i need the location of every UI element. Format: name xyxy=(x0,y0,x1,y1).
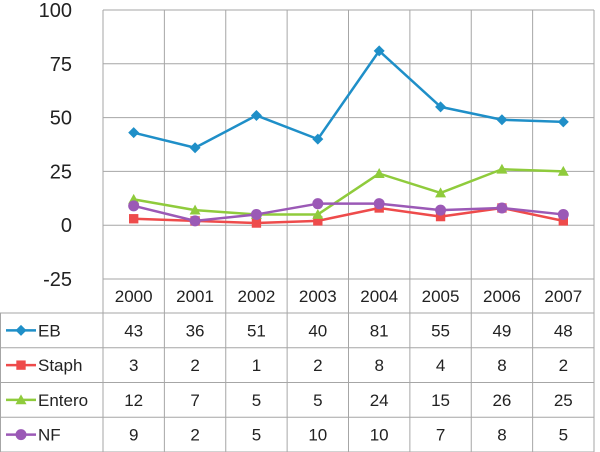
legend-label: Staph xyxy=(38,356,82,375)
data-point-nf xyxy=(250,208,262,220)
series-nf xyxy=(128,198,569,227)
data-point-staph xyxy=(251,218,262,228)
table-value: 5 xyxy=(252,426,261,445)
table-value: 8 xyxy=(497,356,506,375)
data-point-nf xyxy=(128,200,140,212)
data-point-staph xyxy=(435,211,446,222)
y-axis-ticks: 100 75 50 25 0 -25 xyxy=(39,0,72,291)
data-point-nf xyxy=(435,204,447,216)
legend-label: NF xyxy=(38,426,61,445)
data-point-eb xyxy=(189,142,201,154)
table-value: 10 xyxy=(308,426,327,445)
series-eb xyxy=(128,45,569,154)
data-point-eb xyxy=(312,133,324,145)
series-line-entero xyxy=(133,167,564,216)
data-point-entero xyxy=(189,204,201,215)
y-tick-label: 25 xyxy=(50,161,72,183)
table-value: 81 xyxy=(370,321,389,340)
table-value: 1 xyxy=(252,356,261,375)
data-point-nf xyxy=(312,198,324,210)
data-point-eb xyxy=(373,45,385,57)
x-tick-label: 2004 xyxy=(360,287,398,306)
table-value: 5 xyxy=(559,426,568,445)
series-line-nf xyxy=(133,202,564,223)
table-value: 2 xyxy=(190,426,199,445)
data-point-entero xyxy=(557,165,569,176)
table-value: 7 xyxy=(436,426,445,445)
series-layer xyxy=(128,45,569,228)
data-point-eb xyxy=(128,127,140,139)
y-tick-label: 50 xyxy=(50,108,72,130)
y-tick-label: 0 xyxy=(61,215,72,237)
table-value: 25 xyxy=(554,391,573,410)
table-value: 10 xyxy=(370,426,389,445)
data-point-nf xyxy=(496,202,508,214)
data-point-staph xyxy=(313,216,323,226)
table-value: 3 xyxy=(129,356,138,375)
table-value: 2 xyxy=(190,356,199,375)
x-tick-label: 2005 xyxy=(422,287,460,306)
data-point-entero xyxy=(373,168,385,178)
legend-marker-staph xyxy=(16,360,26,370)
table-value: 9 xyxy=(129,426,138,445)
table-value: 8 xyxy=(497,426,506,445)
table-value: 15 xyxy=(431,391,450,410)
table-value: 12 xyxy=(124,391,143,410)
table-value: 55 xyxy=(431,321,450,340)
table-value: 7 xyxy=(190,391,199,410)
x-tick-label: 2002 xyxy=(238,287,276,306)
legend-marker-eb xyxy=(15,324,27,336)
table-value: 4 xyxy=(436,356,445,375)
legend-label: EB xyxy=(38,321,61,340)
legend-label: Entero xyxy=(38,391,88,410)
data-point-eb xyxy=(496,114,508,126)
x-tick-label: 2003 xyxy=(299,287,337,306)
table-value: 24 xyxy=(370,391,389,410)
grid-layer xyxy=(0,9,595,452)
table-value: 26 xyxy=(492,391,511,410)
x-tick-label: 2006 xyxy=(483,287,521,306)
table-value: 5 xyxy=(252,391,261,410)
data-point-nf xyxy=(373,198,385,210)
y-tick-label: -25 xyxy=(43,269,72,291)
table-value: 43 xyxy=(124,321,143,340)
table-value: 48 xyxy=(554,321,573,340)
table-value: 51 xyxy=(247,321,266,340)
table-value: 40 xyxy=(308,321,327,340)
y-tick-label: 100 xyxy=(39,0,72,22)
legend-marker-nf xyxy=(15,429,27,441)
data-point-nf xyxy=(557,208,569,220)
table-value: 36 xyxy=(186,321,205,340)
legend-marker-entero xyxy=(15,394,27,405)
table-value: 49 xyxy=(492,321,511,340)
x-tick-label: 2000 xyxy=(115,287,153,306)
data-point-entero xyxy=(435,187,447,198)
table-value: 5 xyxy=(313,391,322,410)
series-line-eb xyxy=(133,49,564,149)
data-point-nf xyxy=(189,215,201,227)
data-point-staph xyxy=(129,214,139,224)
data-point-staph xyxy=(558,216,568,226)
y-tick-label: 75 xyxy=(50,54,72,76)
table-value: 2 xyxy=(313,356,322,375)
table-value: 2 xyxy=(559,356,568,375)
data-point-eb xyxy=(557,116,569,128)
x-tick-label: 2007 xyxy=(544,287,582,306)
data-point-eb xyxy=(250,109,262,121)
x-tick-label: 2001 xyxy=(176,287,214,306)
data-point-entero xyxy=(496,163,508,174)
data-point-eb xyxy=(435,101,447,113)
table-value: 8 xyxy=(374,356,383,375)
data-point-entero xyxy=(312,208,324,219)
